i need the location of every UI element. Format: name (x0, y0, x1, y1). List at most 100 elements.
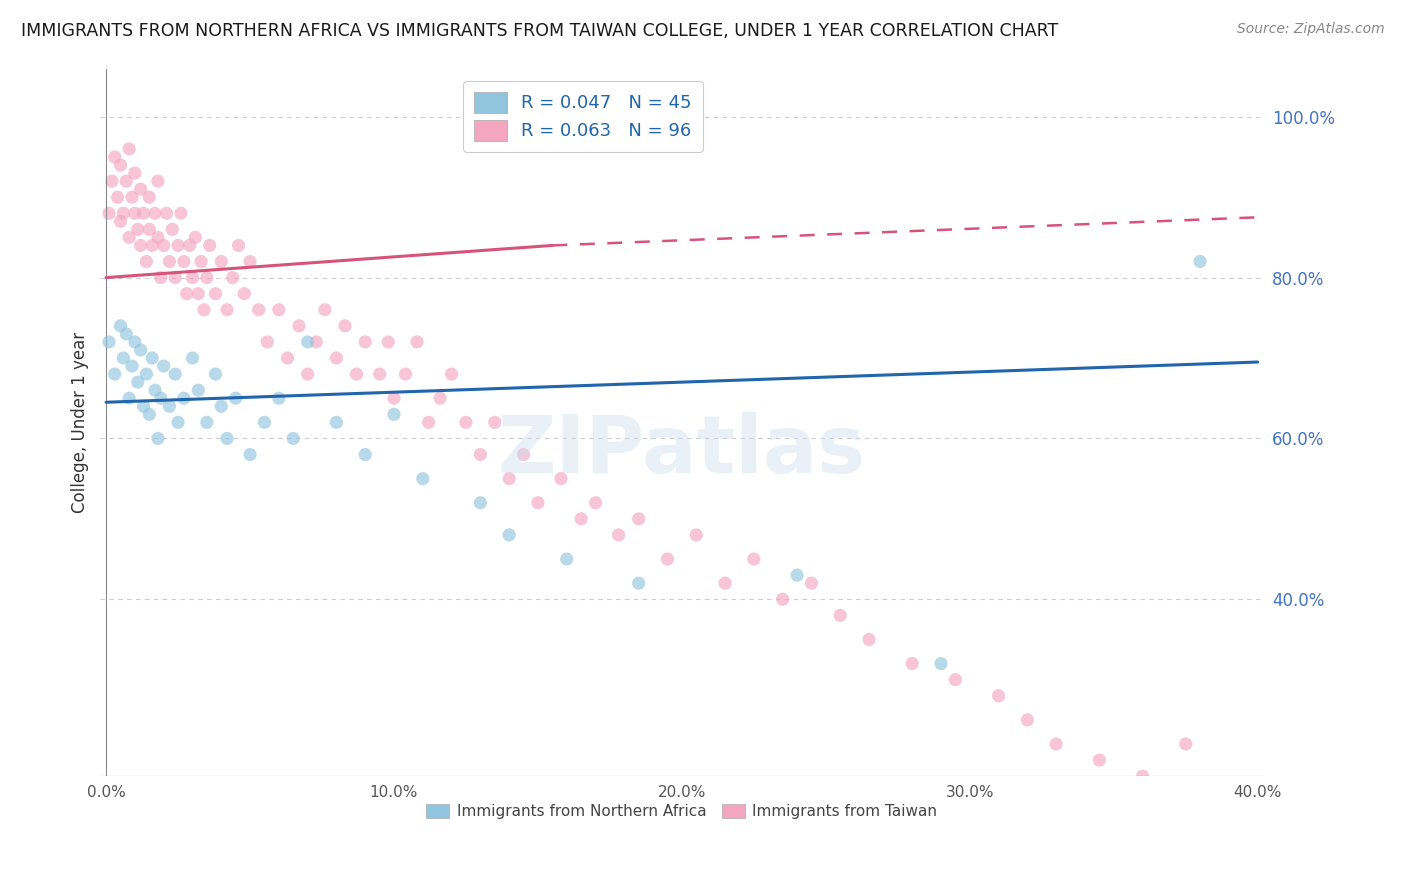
Point (209, 254, 232, 268)
Point (276, 351, 298, 365)
Point (267, 391, 290, 405)
Point (228, 238, 250, 252)
Point (406, 334, 429, 349)
Point (155, 206, 177, 220)
Point (176, 286, 198, 301)
Point (742, 552, 765, 566)
Point (187, 286, 209, 301)
Point (138, 190, 160, 204)
Point (470, 496, 492, 510)
Point (418, 415, 440, 429)
Point (429, 391, 451, 405)
Point (135, 367, 157, 381)
Point (585, 496, 607, 510)
Point (209, 399, 232, 413)
Point (498, 472, 520, 486)
Point (132, 399, 155, 413)
Point (173, 254, 195, 268)
Point (333, 318, 356, 333)
Point (253, 415, 276, 429)
Point (181, 351, 204, 365)
Point (184, 230, 207, 244)
Point (1132, 769, 1154, 783)
Point (179, 238, 201, 252)
Point (440, 367, 463, 381)
Point (170, 206, 193, 220)
Point (454, 415, 477, 429)
Point (297, 334, 319, 349)
Point (115, 174, 138, 188)
Point (527, 496, 550, 510)
Point (305, 334, 328, 349)
Point (121, 190, 143, 204)
Point (239, 448, 262, 462)
Point (830, 608, 852, 623)
Point (222, 270, 245, 285)
Point (129, 343, 152, 357)
Point (239, 254, 262, 268)
Point (138, 407, 160, 421)
Point (354, 334, 377, 349)
Text: ZIPatlas: ZIPatlas (498, 411, 866, 490)
Legend: Immigrants from Northern Africa, Immigrants from Taiwan: Immigrants from Northern Africa, Immigra… (420, 797, 943, 825)
Point (204, 367, 226, 381)
Point (149, 270, 172, 285)
Point (124, 206, 146, 220)
Point (149, 391, 172, 405)
Point (115, 326, 138, 341)
Point (118, 391, 141, 405)
Point (657, 552, 679, 566)
Point (193, 302, 215, 317)
Point (772, 592, 794, 607)
Point (173, 391, 195, 405)
Text: IMMIGRANTS FROM NORTHERN AFRICA VS IMMIGRANTS FROM TAIWAN COLLEGE, UNDER 1 YEAR : IMMIGRANTS FROM NORTHERN AFRICA VS IMMIG… (21, 22, 1059, 40)
Point (167, 415, 190, 429)
Point (141, 238, 163, 252)
Point (368, 367, 391, 381)
Point (297, 367, 319, 381)
Point (129, 238, 152, 252)
Point (412, 472, 434, 486)
Point (198, 238, 221, 252)
Point (1189, 254, 1212, 268)
Point (110, 318, 132, 333)
Point (195, 415, 218, 429)
Point (127, 222, 149, 236)
Point (1045, 737, 1067, 751)
Point (143, 383, 166, 397)
Point (382, 391, 405, 405)
Point (714, 576, 737, 591)
Point (146, 230, 169, 244)
Point (550, 472, 572, 486)
Point (135, 254, 157, 268)
Point (225, 391, 247, 405)
Point (129, 182, 152, 196)
Point (627, 576, 650, 591)
Point (98, 206, 121, 220)
Point (484, 415, 506, 429)
Point (800, 576, 823, 591)
Point (107, 190, 129, 204)
Point (382, 407, 405, 421)
Point (101, 174, 124, 188)
Point (470, 448, 492, 462)
Point (124, 334, 146, 349)
Point (569, 512, 592, 526)
Point (607, 528, 630, 542)
Point (987, 689, 1010, 703)
Point (146, 174, 169, 188)
Point (162, 222, 184, 236)
Point (1174, 737, 1197, 751)
Point (512, 448, 534, 462)
Point (267, 302, 290, 317)
Point (110, 214, 132, 228)
Y-axis label: College, Under 1 year: College, Under 1 year (72, 332, 89, 513)
Point (901, 657, 924, 671)
Point (152, 238, 174, 252)
Point (346, 367, 368, 381)
Point (112, 351, 135, 365)
Point (138, 222, 160, 236)
Point (187, 383, 209, 397)
Point (256, 334, 278, 349)
Point (146, 432, 169, 446)
